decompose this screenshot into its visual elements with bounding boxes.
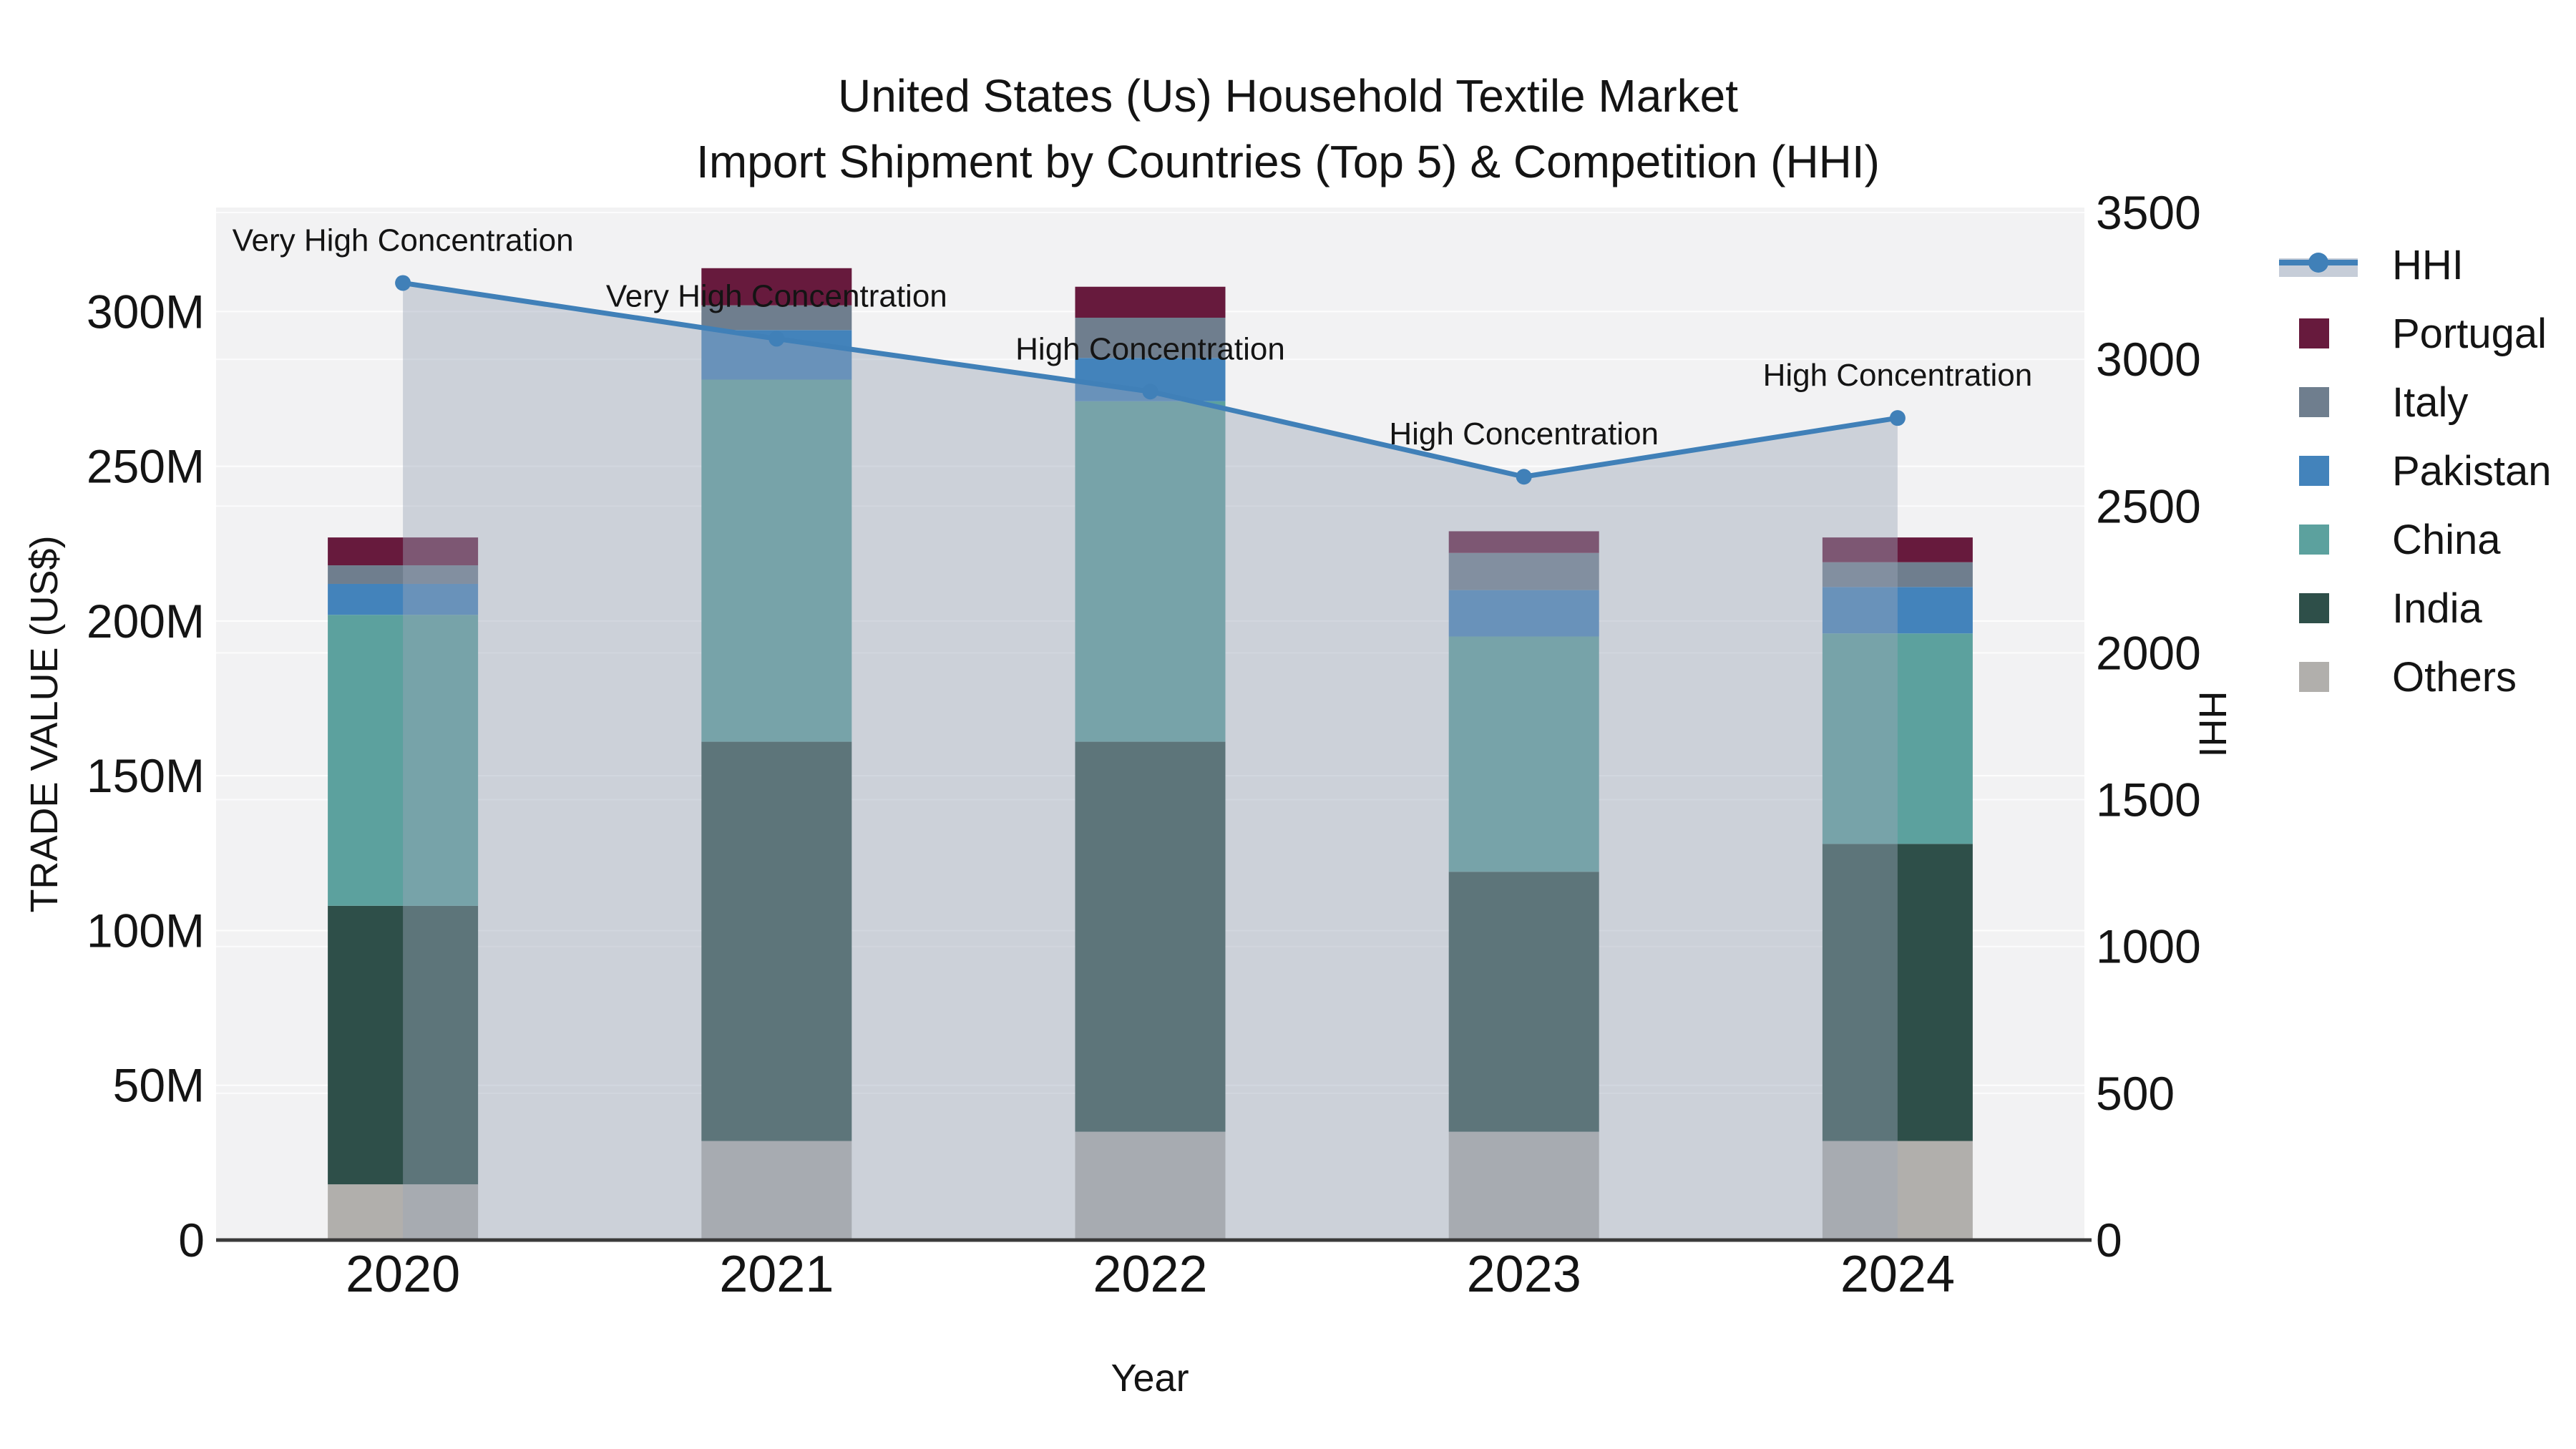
legend-item-hhi[interactable]: HHI bbox=[2279, 230, 2551, 299]
annotation-2021: Very High Concentration bbox=[606, 278, 947, 313]
bar-segment-others-2022 bbox=[1075, 1131, 1226, 1240]
legend-label-pakistan: Pakistan bbox=[2392, 447, 2552, 494]
y-left-axis-title: TRADE VALUE (US$) bbox=[23, 535, 66, 913]
legend-item-china[interactable]: China bbox=[2279, 505, 2551, 574]
bar-segment-portugal-2023 bbox=[1448, 531, 1599, 553]
bar-segment-others-2021 bbox=[701, 1141, 852, 1240]
y-right-tick: 3500 bbox=[2096, 186, 2201, 239]
legend-label-portugal: Portugal bbox=[2392, 310, 2547, 357]
y-right-tick-labels: 0 500 1000 1500 2000 2500 3000 3500 bbox=[2096, 186, 2201, 1267]
bar-segment-italy-2021 bbox=[701, 305, 852, 331]
bar-segment-india-2022 bbox=[1075, 741, 1226, 1132]
hhi-marker-2024 bbox=[1889, 410, 1906, 426]
y-left-tick: 200M bbox=[87, 595, 205, 648]
china-swatch-icon bbox=[2299, 525, 2329, 555]
y-right-tick: 2500 bbox=[2096, 479, 2201, 532]
legend-item-others[interactable]: Others bbox=[2279, 643, 2551, 711]
y-left-tick: 100M bbox=[87, 904, 205, 957]
bar-segment-india-2021 bbox=[701, 741, 852, 1141]
hhi-marker-2021 bbox=[769, 331, 785, 347]
y-left-tick-labels: 0 50M 100M 150M 200M 250M 300M bbox=[87, 285, 205, 1267]
hhi-line-icon bbox=[2279, 253, 2358, 277]
annotation-2020: Very High Concentration bbox=[233, 223, 574, 258]
y-right-axis-title: HHI bbox=[2191, 691, 2234, 758]
x-tick-2024: 2024 bbox=[1840, 1246, 1955, 1303]
chart-title-line2: Import Shipment by Countries (Top 5) & C… bbox=[696, 136, 1880, 187]
annotation-2023: High Concentration bbox=[1389, 416, 1659, 452]
pakistan-swatch-icon bbox=[2299, 456, 2329, 486]
x-tick-2023: 2023 bbox=[1467, 1246, 1581, 1303]
x-tick-labels: 2020 2021 2022 2023 2024 bbox=[346, 1246, 1955, 1303]
y-right-tick: 1000 bbox=[2096, 920, 2201, 973]
bar-segment-others-2023 bbox=[1448, 1131, 1599, 1240]
bar-segment-india-2023 bbox=[1448, 872, 1599, 1132]
y-left-tick: 50M bbox=[113, 1059, 205, 1112]
y-right-tick: 0 bbox=[2096, 1214, 2122, 1267]
stacked-bars bbox=[328, 268, 1973, 1240]
bar-segment-india-2024 bbox=[1822, 844, 1973, 1141]
legend: HHI Portugal Italy Pakistan China India … bbox=[2279, 230, 2551, 711]
bar-segment-portugal-2022 bbox=[1075, 286, 1226, 318]
legend-item-india[interactable]: India bbox=[2279, 574, 2551, 643]
hhi-marker-2022 bbox=[1142, 384, 1158, 400]
portugal-swatch-icon bbox=[2299, 318, 2329, 348]
bar-segment-pakistan-2023 bbox=[1448, 590, 1599, 637]
bar-segment-china-2022 bbox=[1075, 401, 1226, 742]
bar-segment-portugal-2024 bbox=[1822, 537, 1973, 562]
legend-item-italy[interactable]: Italy bbox=[2279, 368, 2551, 436]
x-tick-2021: 2021 bbox=[719, 1246, 834, 1303]
y-right-tick: 2000 bbox=[2096, 626, 2201, 679]
x-tick-2022: 2022 bbox=[1093, 1246, 1207, 1303]
y-left-tick: 250M bbox=[87, 440, 205, 493]
legend-label-china: China bbox=[2392, 516, 2501, 563]
bar-segment-china-2024 bbox=[1822, 633, 1973, 844]
bar-segment-pakistan-2024 bbox=[1822, 587, 1973, 634]
bar-segment-others-2024 bbox=[1822, 1141, 1973, 1240]
y-right-tick: 3000 bbox=[2096, 333, 2201, 386]
hhi-marker-2020 bbox=[395, 275, 411, 291]
y-right-tick: 500 bbox=[2096, 1067, 2175, 1120]
bar-segment-portugal-2021 bbox=[701, 268, 852, 306]
bar-segment-others-2020 bbox=[328, 1184, 479, 1240]
legend-item-portugal[interactable]: Portugal bbox=[2279, 299, 2551, 368]
legend-label-italy: Italy bbox=[2392, 379, 2469, 426]
bar-segment-italy-2024 bbox=[1822, 562, 1973, 587]
y-right-tick: 1500 bbox=[2096, 774, 2201, 826]
annotation-2022: High Concentration bbox=[1015, 331, 1285, 366]
y-left-tick: 300M bbox=[87, 285, 205, 338]
legend-label-hhi: HHI bbox=[2392, 241, 2464, 288]
y-left-tick: 0 bbox=[178, 1214, 205, 1267]
chart-title-line1: United States (Us) Household Textile Mar… bbox=[837, 70, 1739, 122]
bar-segment-india-2020 bbox=[328, 905, 479, 1185]
hhi-marker-dot-icon bbox=[2308, 253, 2328, 273]
bar-segment-italy-2020 bbox=[328, 565, 479, 584]
bar-segment-china-2020 bbox=[328, 615, 479, 906]
bar-segment-portugal-2020 bbox=[328, 537, 479, 566]
bar-segment-china-2023 bbox=[1448, 636, 1599, 872]
bar-segment-italy-2023 bbox=[1448, 552, 1599, 590]
bar-segment-pakistan-2020 bbox=[328, 583, 479, 615]
annotation-2024: High Concentration bbox=[1763, 358, 2033, 393]
italy-swatch-icon bbox=[2299, 387, 2329, 417]
legend-label-india: India bbox=[2392, 585, 2482, 632]
y-left-tick: 150M bbox=[87, 749, 205, 802]
legend-label-others: Others bbox=[2392, 653, 2517, 701]
hhi-area-fill bbox=[403, 283, 1898, 1240]
bar-segment-china-2021 bbox=[701, 379, 852, 742]
bar-segment-italy-2022 bbox=[1075, 317, 1226, 358]
hhi-marker-2023 bbox=[1516, 469, 1532, 485]
chart-title: United States (Us) Household Textile Mar… bbox=[0, 63, 2576, 195]
x-axis-title: Year bbox=[1111, 1357, 1189, 1400]
india-swatch-icon bbox=[2299, 593, 2329, 623]
x-tick-2020: 2020 bbox=[346, 1246, 460, 1303]
legend-item-pakistan[interactable]: Pakistan bbox=[2279, 436, 2551, 505]
others-swatch-icon bbox=[2299, 662, 2329, 692]
